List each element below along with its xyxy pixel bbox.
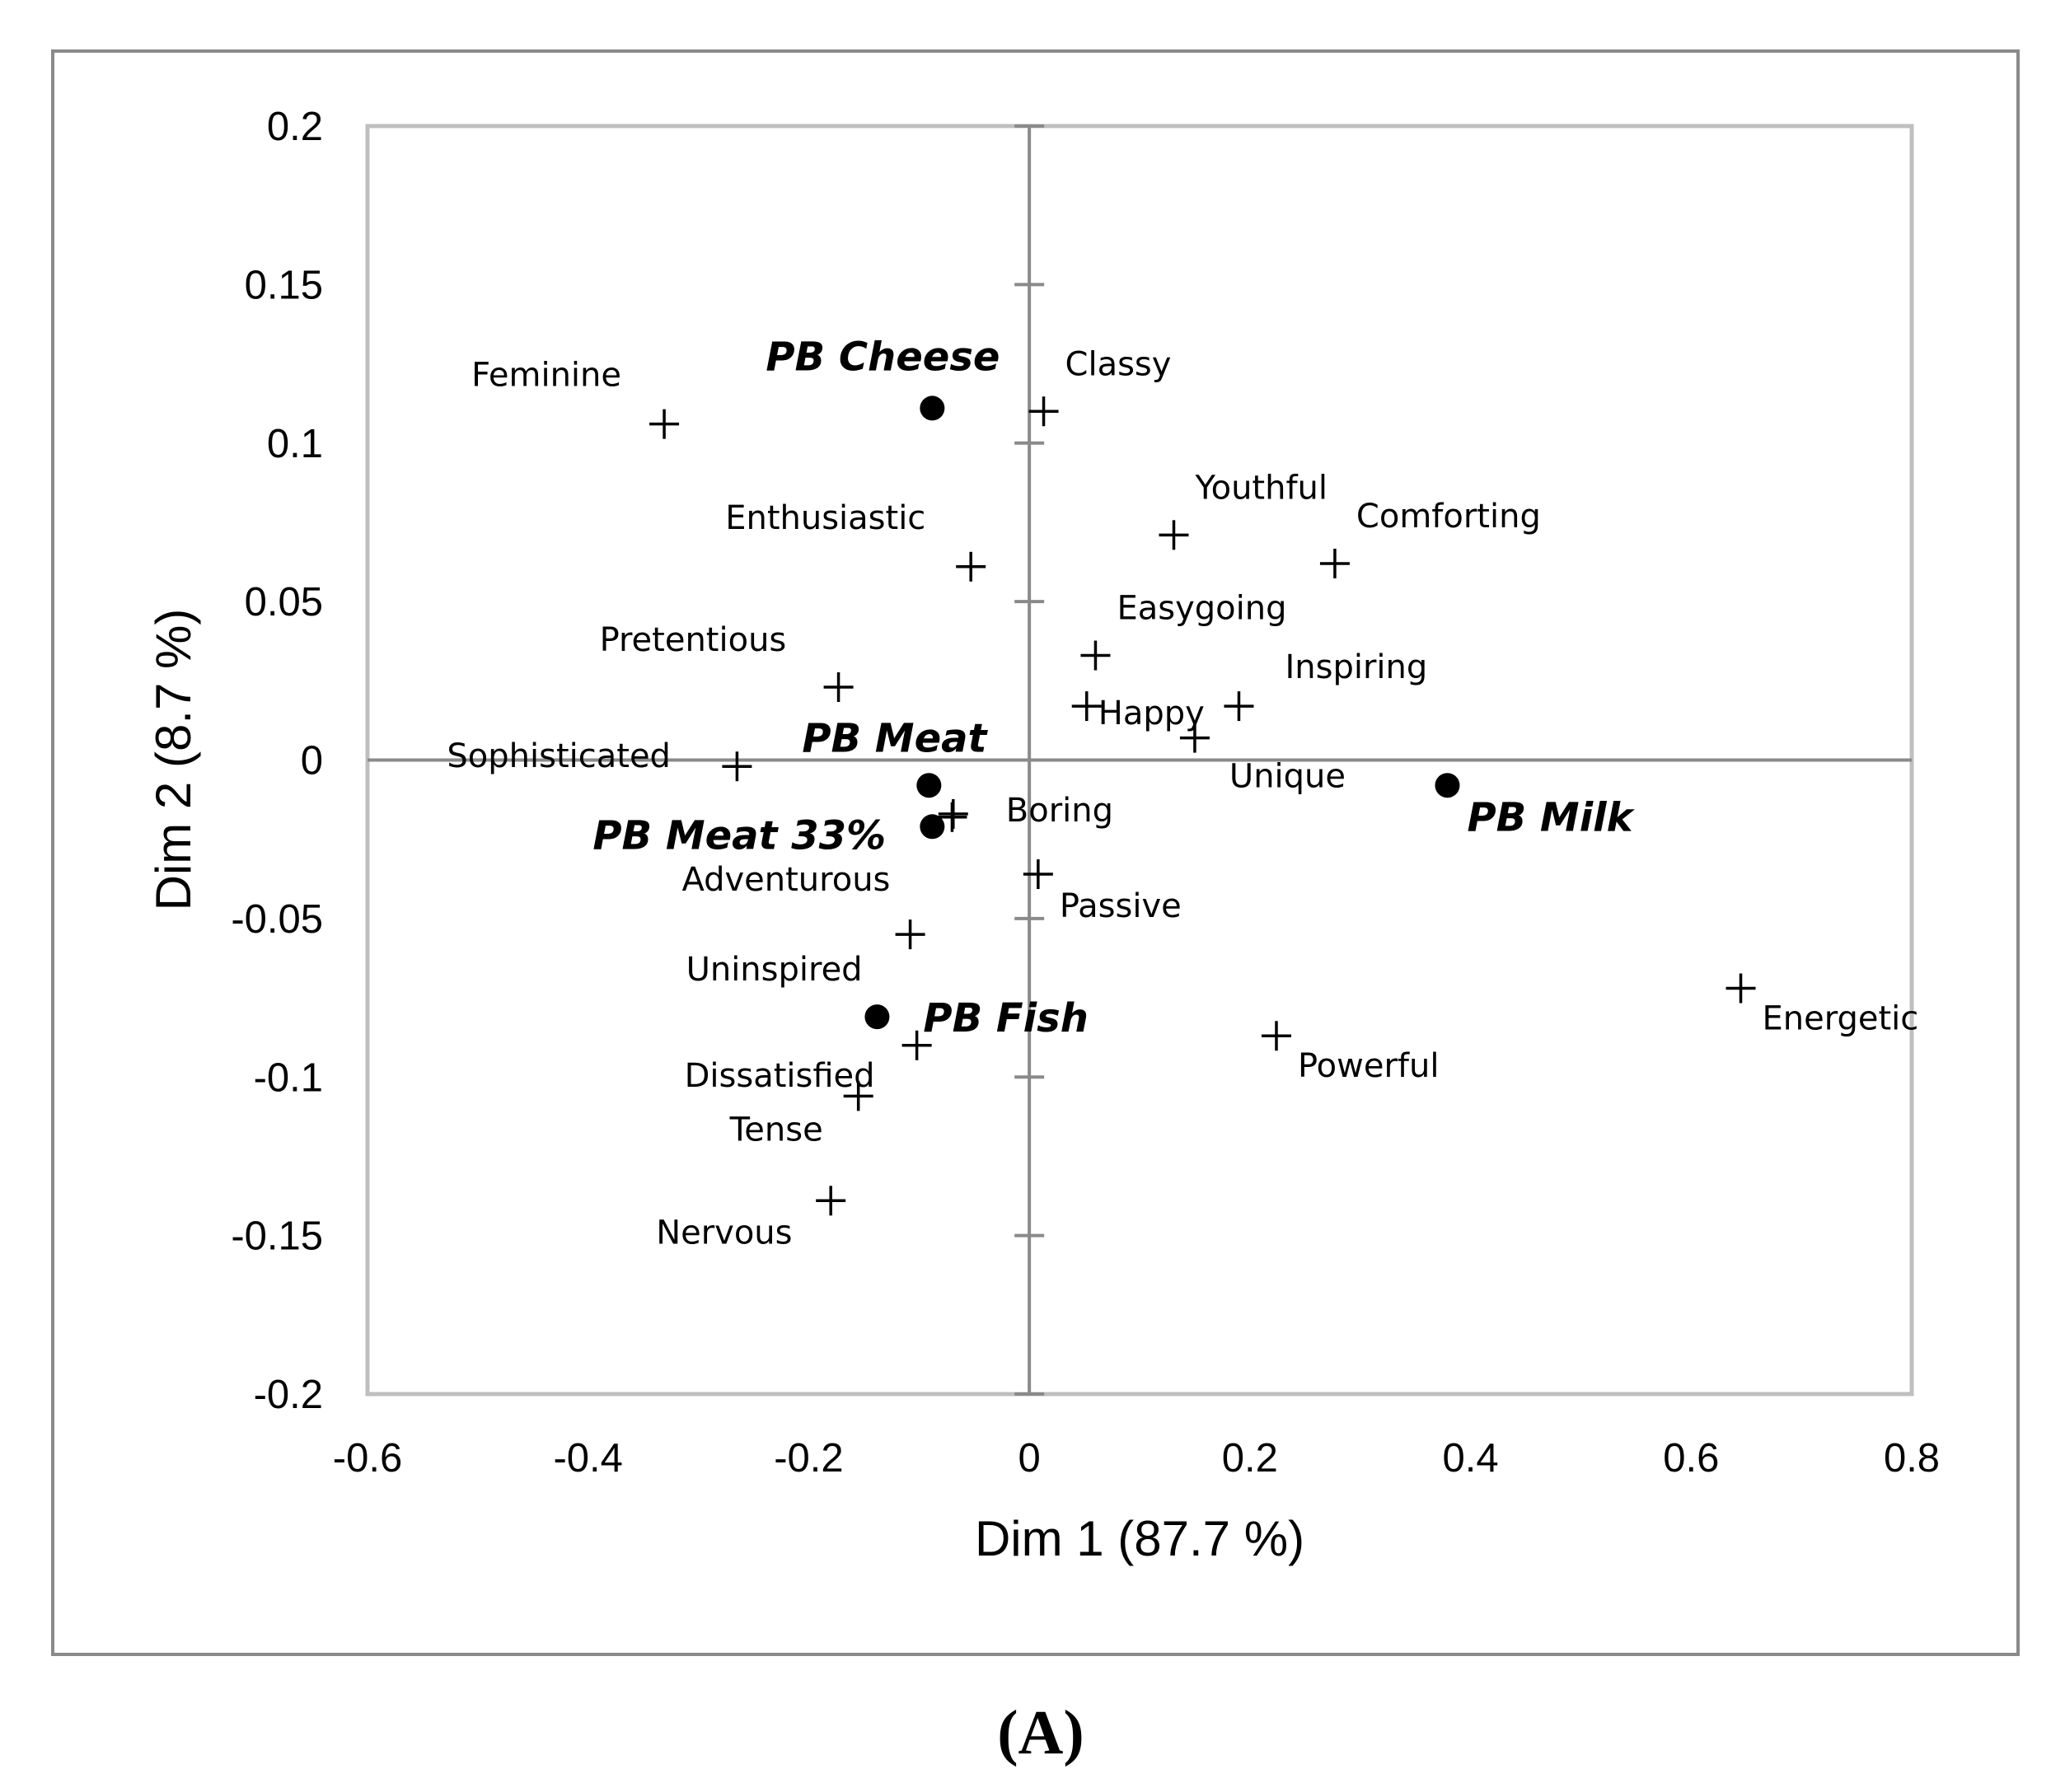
attribute-point <box>1726 973 1756 1004</box>
product-label: PB Meat <box>802 715 988 761</box>
product-markers <box>864 395 1460 1030</box>
y-tick-label: 0.2 <box>267 105 323 149</box>
point-labels: PB Cheese PB Meat PB Meat 33% PB Milk PB Fis… <box>447 334 1918 1252</box>
x-tick-label: 0.4 <box>1443 1436 1499 1481</box>
y-tick-label: 0.15 <box>245 263 323 307</box>
x-tick-label: 0 <box>1018 1436 1041 1481</box>
attribute-label: Passive <box>1060 887 1182 925</box>
product-point <box>916 773 942 798</box>
x-axis-title: Dim 1 (87.7 %) <box>975 1511 1304 1566</box>
attribute-point <box>823 672 854 703</box>
attribute-point <box>956 551 986 582</box>
x-tick-label: 0.8 <box>1884 1436 1940 1481</box>
x-tick-label: 0.6 <box>1663 1436 1719 1481</box>
axis-ticks <box>1014 124 1045 1396</box>
attribute-label: Classy <box>1065 345 1172 383</box>
figure-frame <box>51 49 2020 1656</box>
attribute-label: Youthful <box>1194 469 1328 507</box>
attribute-label: Enthusiastic <box>725 499 925 537</box>
attribute-point <box>1023 859 1053 890</box>
product-label: PB Cheese <box>766 334 1000 380</box>
attribute-label: Feminine <box>471 357 621 395</box>
y-tick-label: -0.15 <box>231 1214 323 1259</box>
attribute-label: Sophisticated <box>447 737 671 775</box>
y-tick-label: 0.05 <box>245 580 323 625</box>
attribute-point <box>1159 520 1189 550</box>
attribute-label: Dissatisfied <box>685 1057 875 1095</box>
attribute-point <box>1071 691 1102 722</box>
x-tick-label: -0.4 <box>553 1436 622 1481</box>
product-point <box>920 395 945 421</box>
attribute-label: Energetic <box>1763 1000 1919 1038</box>
attribute-point <box>895 919 925 950</box>
panel-label: (A) <box>997 1698 1084 1767</box>
y-tick-label: -0.1 <box>254 1055 323 1100</box>
attribute-label: Uninspired <box>686 951 863 989</box>
attribute-label: Happy <box>1098 695 1205 732</box>
attribute-point <box>937 802 967 832</box>
x-tick-label: -0.2 <box>774 1436 843 1481</box>
product-label: PB Meat 33% <box>592 812 886 859</box>
product-point <box>920 814 945 840</box>
attribute-label: Nervous <box>656 1214 792 1252</box>
attribute-point <box>1080 640 1111 671</box>
attribute-point <box>843 1081 873 1111</box>
attribute-label: Easygoing <box>1117 590 1286 628</box>
attribute-label: Adventurous <box>681 861 890 899</box>
attribute-label: Pretentious <box>600 621 787 659</box>
attribute-point <box>816 1186 846 1216</box>
y-tick-label: -0.2 <box>254 1373 323 1417</box>
product-label: PB Milk <box>1467 794 1635 840</box>
y-tick-label: 0.1 <box>267 422 323 466</box>
attribute-point <box>1179 723 1210 753</box>
product-point <box>1435 773 1460 798</box>
attribute-label: Powerful <box>1298 1047 1439 1085</box>
attribute-point <box>1261 1021 1291 1051</box>
y-tick-labels: 0.2 0.15 0.1 0.05 0 -0.05 -0.1 -0.15 -0.2 <box>231 105 323 1417</box>
attribute-label: Comforting <box>1356 498 1541 536</box>
product-point <box>864 1004 890 1030</box>
attribute-point <box>1028 396 1059 427</box>
attribute-point <box>649 409 680 439</box>
product-label: PB Fish <box>923 995 1088 1041</box>
x-tick-label: -0.6 <box>333 1436 402 1481</box>
attribute-label: Inspiring <box>1285 648 1427 686</box>
y-tick-label: -0.05 <box>231 897 323 942</box>
attribute-point <box>1319 548 1350 578</box>
attribute-point <box>1224 691 1254 722</box>
attribute-point <box>722 751 752 782</box>
y-tick-label: 0 <box>301 739 323 784</box>
y-axis-title: Dim 2 (8.7 %) <box>146 609 201 911</box>
attribute-markers <box>649 396 1756 1216</box>
attribute-label: Tense <box>729 1111 823 1149</box>
attribute-label: Unique <box>1229 758 1346 796</box>
x-tick-labels: -0.6 -0.4 -0.2 0 0.2 0.4 0.6 0.8 <box>333 1436 1940 1481</box>
x-tick-label: 0.2 <box>1222 1436 1278 1481</box>
attribute-label: Boring <box>1006 792 1113 830</box>
attribute-point <box>901 1030 932 1060</box>
